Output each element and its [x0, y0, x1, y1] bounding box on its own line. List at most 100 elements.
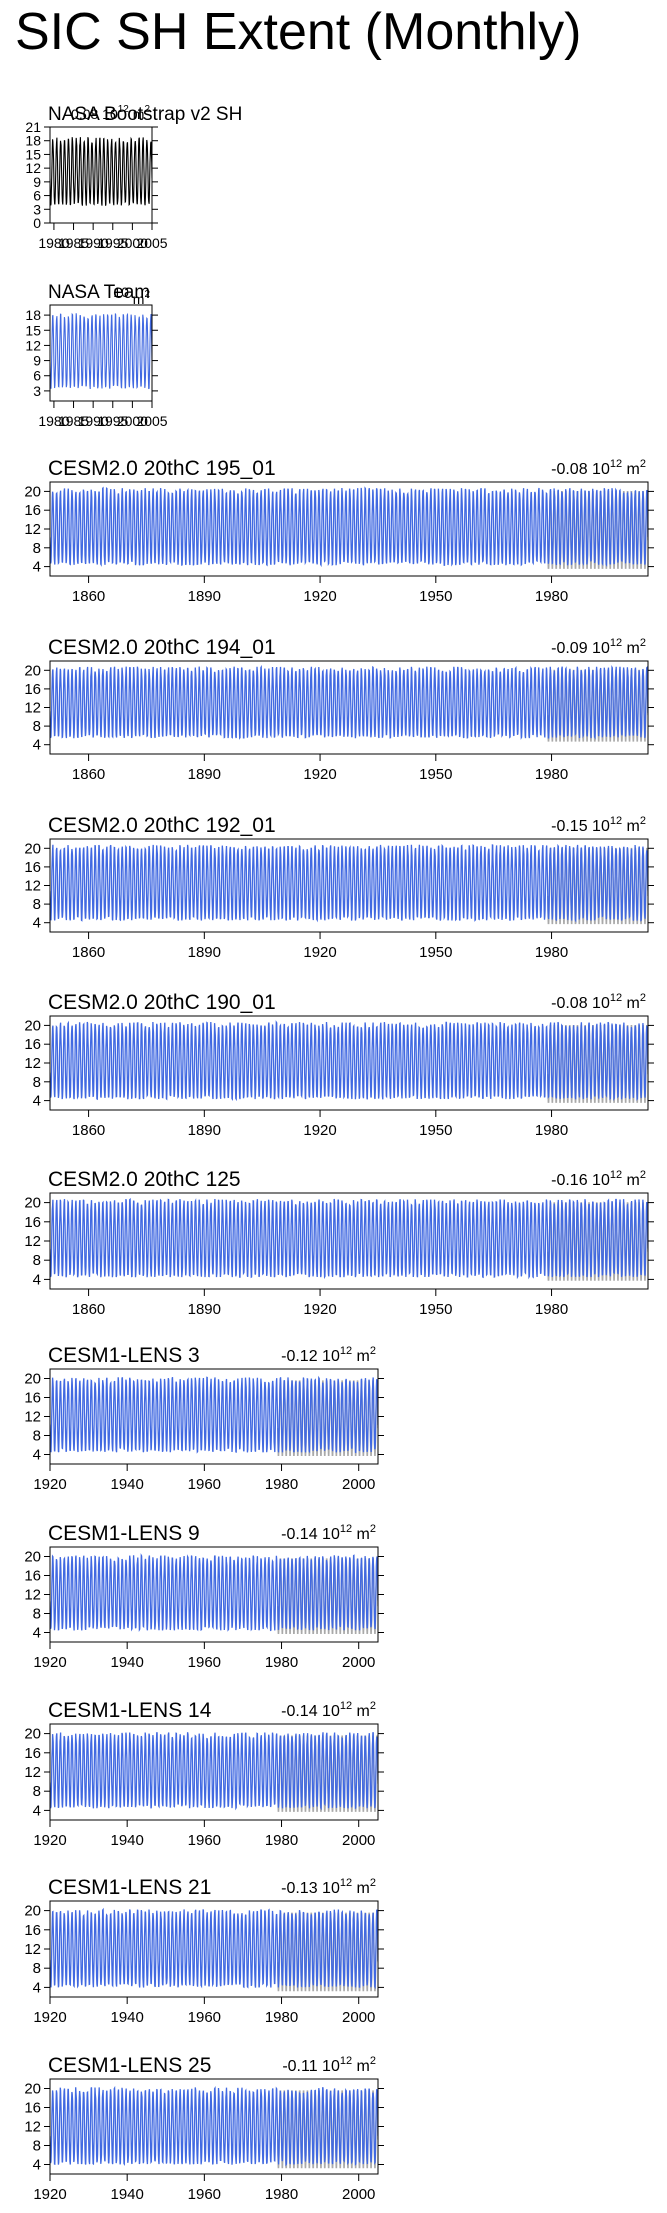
y-tick-label: 8: [33, 896, 41, 913]
y-tick-label: 20: [24, 1726, 41, 1743]
x-tick-label: 1920: [33, 2186, 66, 2203]
x-tick-label: 1890: [188, 1301, 221, 1318]
x-tick-label: 1950: [419, 944, 452, 961]
x-tick-label: 2000: [342, 2186, 375, 2203]
series-line: [50, 1020, 648, 1102]
y-tick-label: 20: [24, 1017, 41, 1034]
chart-title: CESM2.0 20thC 192_01: [48, 814, 276, 837]
x-tick-label: 1940: [110, 1476, 143, 1493]
trend-label: -0.13 1012 m2: [281, 1877, 376, 1897]
y-tick-label: 16: [24, 1745, 41, 1762]
chart-panel: CESM1-LENS 25 -0.11 1012 m2 4 8 12 16 20 1920 19…: [24, 2054, 384, 2203]
y-tick-label: 12: [24, 1941, 41, 1958]
chart-panel: CESM2.0 20thC 195_01 -0.08 1012 m2 4 8 12 16 2…: [24, 457, 654, 605]
x-tick-label: 1980: [535, 1301, 568, 1318]
x-tick-label: 2000: [342, 1832, 375, 1849]
chart-title: CESM1-LENS 3: [48, 1344, 200, 1367]
x-tick-label: 2005: [136, 235, 167, 251]
x-tick-label: 1980: [535, 1122, 568, 1139]
chart-panel: CESM2.0 20thC 125 -0.16 1012 m2 4 8 12 16 20 18…: [24, 1168, 654, 1318]
x-tick-label: 1995: [97, 413, 128, 429]
series-line: [50, 1197, 648, 1280]
x-tick-label: 1950: [419, 1122, 452, 1139]
x-tick-label: 1920: [303, 766, 336, 783]
chart-title: CESM2.0 20thC 194_01: [48, 636, 276, 659]
y-tick-label: 16: [24, 1390, 41, 1407]
chart-panel: CESM2.0 20thC 190_01 -0.08 1012 m2 4 8 12 16 2…: [24, 991, 654, 1139]
x-tick-label: 1960: [188, 1476, 221, 1493]
x-tick-label: 1950: [419, 1301, 452, 1318]
x-tick-label: 2000: [342, 2009, 375, 2026]
x-tick-label: 1980: [535, 944, 568, 961]
y-tick-label: 21: [25, 119, 41, 135]
x-tick-label: 1980: [38, 413, 69, 429]
series-line: [50, 1553, 378, 1632]
trend-label: -0.11 1012 m2: [282, 2055, 376, 2075]
x-tick-label: 1980: [38, 235, 69, 251]
x-tick-label: 2000: [342, 1476, 375, 1493]
x-tick-label: 1920: [303, 944, 336, 961]
x-tick-label: 1990: [78, 413, 109, 429]
y-tick-label: 8: [33, 1074, 41, 1091]
y-tick-label: 20: [24, 840, 41, 857]
y-tick-label: 4: [33, 1271, 41, 1288]
x-tick-label: 1950: [419, 588, 452, 605]
chart-panel: CESM2.0 20thC 194_01 -0.09 1012 m2 4 812 16 2…: [24, 636, 654, 783]
series-line: [50, 2085, 378, 2167]
x-tick-label: 1920: [303, 1122, 336, 1139]
chart-title: CESM1-LENS 25: [48, 2054, 211, 2077]
series-line: [50, 312, 152, 390]
plot-frame: [49, 304, 153, 402]
y-tick-label: 6: [33, 368, 41, 384]
chart-title: NASA Team: [48, 282, 150, 303]
x-tick-label: 1860: [72, 1301, 105, 1318]
x-tick-label: 1860: [72, 1122, 105, 1139]
x-tick-label: 2000: [342, 1654, 375, 1671]
x-tick-label: 1960: [188, 2186, 221, 2203]
series-line: [50, 486, 648, 568]
y-tick-label: 12: [24, 521, 41, 538]
y-tick-label: 15: [25, 322, 41, 338]
x-tick-label: 1920: [33, 1832, 66, 1849]
y-tick-label: 4: [33, 559, 41, 576]
y-tick-label: 20: [24, 662, 41, 679]
trend-label: -0.16 1012 m2: [551, 1169, 646, 1189]
y-tick-label: 8: [33, 540, 41, 557]
y-tick-label: 3: [33, 383, 41, 399]
x-tick-label: 1940: [110, 2009, 143, 2026]
y-tick-label: 8: [33, 1252, 41, 1269]
chart-panel: CESM1-LENS 9 -0.14 1012 m2 4 8 12 16 20 1920 194…: [24, 1522, 384, 1671]
y-tick-label: 12: [25, 337, 41, 353]
trend-label: -0.14 1012 m2: [281, 1700, 376, 1720]
y-tick-label: 16: [24, 681, 41, 698]
y-tick-label: 16: [24, 1922, 41, 1939]
y-tick-label: 0: [33, 215, 41, 231]
trend-label: -0.08 1012 m2: [551, 458, 646, 478]
y-tick-label: 8: [33, 1783, 41, 1800]
y-tick-label: 4: [33, 737, 41, 754]
x-tick-label: 1940: [110, 1832, 143, 1849]
y-tick-label: 20: [24, 1903, 41, 1920]
y-tick-label: 16: [24, 1214, 41, 1231]
x-tick-label: 1980: [535, 766, 568, 783]
y-tick-label: 8: [33, 718, 41, 735]
y-tick-label: 20: [24, 1371, 41, 1388]
y-tick-label: 16: [24, 502, 41, 519]
y-tick-label: 18: [25, 307, 41, 323]
y-tick-label: 12: [24, 878, 41, 895]
x-tick-label: 1980: [265, 1476, 298, 1493]
series-line: [50, 136, 152, 206]
y-tick-label: 4: [33, 1802, 41, 1819]
y-tick-label: 20: [24, 2081, 41, 2098]
x-tick-label: 1950: [419, 766, 452, 783]
x-tick-label: 1860: [72, 588, 105, 605]
y-tick-label: 9: [33, 174, 41, 190]
y-tick-label: 18: [25, 133, 41, 149]
y-tick-label: 4: [33, 915, 41, 932]
series-line: [50, 1732, 378, 1811]
chart-title: CESM1-LENS 9: [48, 1522, 200, 1545]
trend-label: -0.15 1012 m2: [551, 815, 646, 835]
x-tick-label: 2005: [136, 413, 167, 429]
chart-title: CESM2.0 20thC 125: [48, 1168, 241, 1191]
